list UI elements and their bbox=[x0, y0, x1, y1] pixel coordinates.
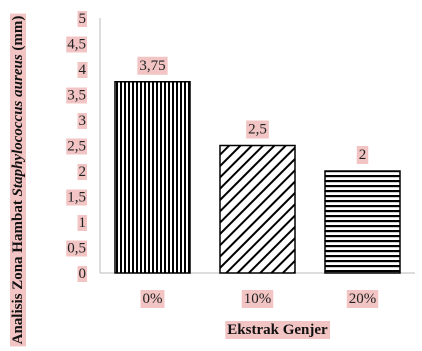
y-tick-label: 4 bbox=[79, 62, 87, 78]
y-tick: 1 bbox=[77, 215, 87, 231]
y-tick-label: 1 bbox=[79, 215, 87, 231]
y-axis-title-part: Staphylococcus aureus bbox=[10, 54, 26, 196]
y-tick-label: 1,5 bbox=[67, 190, 86, 206]
y-tick-label: 5 bbox=[79, 11, 87, 27]
y-tick-label: 2 bbox=[79, 164, 87, 180]
y-axis-title-part: (mm) bbox=[10, 16, 26, 55]
y-tick-label-highlight bbox=[77, 11, 87, 27]
y-tick: 2 bbox=[77, 164, 87, 180]
bar-value-label: 2 bbox=[359, 147, 367, 163]
x-tick-label-highlight bbox=[241, 290, 274, 308]
bar-value-label-highlight bbox=[137, 56, 168, 75]
bar bbox=[324, 170, 401, 274]
bar-group: 3,75 0% bbox=[114, 56, 191, 308]
bar-value-label: 2,5 bbox=[248, 122, 267, 138]
x-axis-title: Ekstrak Genjer bbox=[227, 322, 328, 338]
bar-value-label: 3,75 bbox=[139, 58, 165, 74]
x-tick-label-highlight bbox=[140, 290, 165, 308]
y-tick-label-highlight bbox=[66, 189, 87, 206]
bar-group: 2 20% bbox=[324, 146, 401, 308]
y-tick: 4 bbox=[77, 62, 88, 78]
y-tick-label-highlight bbox=[77, 266, 87, 282]
y-axis-title: Analisis Zona Hambat Staphylococcus aure… bbox=[10, 13, 26, 347]
bar-value-label-highlight bbox=[356, 146, 369, 164]
y-tick: 4,5 bbox=[66, 36, 87, 53]
y-tick-label-highlight bbox=[66, 240, 87, 257]
bar bbox=[219, 144, 296, 274]
y-tick: 0 bbox=[77, 266, 87, 282]
y-tick-label: 0 bbox=[79, 266, 87, 282]
bar-value-label-highlight bbox=[246, 120, 269, 139]
y-tick-label-highlight bbox=[77, 164, 87, 180]
y-tick-label: 3 bbox=[79, 113, 87, 129]
y-tick-label-highlight bbox=[77, 113, 87, 129]
y-tick: 5 bbox=[77, 11, 87, 27]
x-tick-label-highlight bbox=[346, 290, 379, 308]
y-tick-label: 0,5 bbox=[67, 241, 86, 257]
y-tick-label: 4,5 bbox=[67, 37, 86, 53]
y-tick: 1,5 bbox=[66, 189, 87, 206]
y-tick-label-highlight bbox=[66, 87, 87, 104]
x-axis-title-group: Ekstrak Genjer bbox=[225, 321, 331, 339]
x-tick-label: 10% bbox=[244, 291, 272, 307]
y-axis-ticks: 0 0,5 1 1,5 2 2,5 3 3,5 4 4,5 5 bbox=[66, 11, 88, 282]
x-axis-title-highlight bbox=[225, 321, 331, 339]
y-tick: 3,5 bbox=[66, 87, 87, 104]
y-tick: 2,5 bbox=[66, 138, 87, 155]
x-tick-label: 20% bbox=[349, 291, 377, 307]
y-tick-label: 3,5 bbox=[67, 88, 86, 104]
bar-group: 2,5 10% bbox=[219, 120, 296, 308]
y-axis-title-highlight bbox=[10, 13, 26, 347]
y-axis-title-part: Analisis Zona Hambat bbox=[10, 196, 26, 344]
y-tick: 3 bbox=[77, 113, 87, 129]
bars: 3,75 0% 2,5 10% 2 20% bbox=[114, 56, 401, 308]
y-tick-label: 2,5 bbox=[67, 139, 86, 155]
y-tick-label-highlight bbox=[66, 138, 87, 155]
y-tick-label-highlight bbox=[77, 62, 88, 78]
y-tick-label-highlight bbox=[77, 215, 87, 231]
y-axis-title-text: Analisis Zona Hambat Staphylococcus aure… bbox=[10, 16, 26, 345]
bar bbox=[114, 81, 191, 274]
x-tick-label: 0% bbox=[143, 291, 163, 307]
y-tick-label-highlight bbox=[66, 36, 87, 53]
y-tick: 0,5 bbox=[66, 240, 87, 257]
